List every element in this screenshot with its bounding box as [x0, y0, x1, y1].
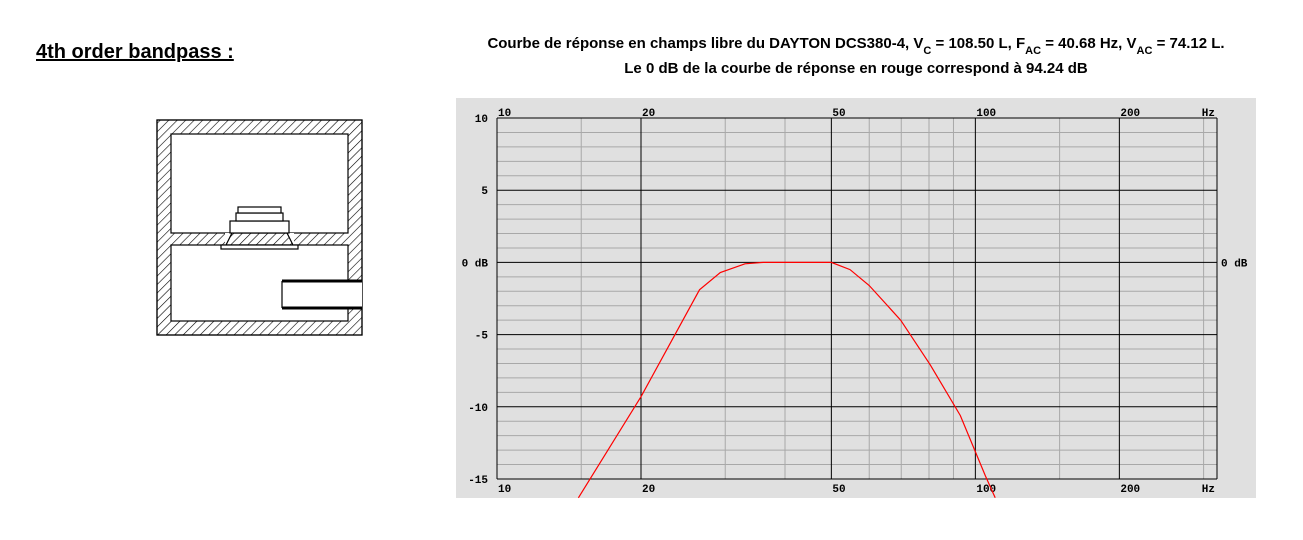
- y-tick-label: -10: [468, 403, 488, 415]
- x-tick-label-top: 100: [976, 108, 996, 120]
- y-tick-label: 10: [475, 114, 488, 126]
- chart-background: [456, 98, 1256, 498]
- title-part: = 74.12 L.: [1152, 35, 1224, 52]
- x-unit-bottom: Hz: [1202, 484, 1215, 496]
- enclosure-diagram: [156, 119, 363, 336]
- x-tick-label-top: 50: [832, 108, 845, 120]
- x-tick-label-bottom: 10: [498, 484, 511, 496]
- heading: 4th order bandpass :: [36, 41, 234, 63]
- x-unit-top: Hz: [1202, 108, 1215, 120]
- title-part: Courbe de réponse en champs libre du DAY…: [487, 35, 923, 52]
- x-tick-label-bottom: 50: [832, 484, 845, 496]
- x-tick-label-bottom: 100: [976, 484, 996, 496]
- y-tick-label-right: 0 dB: [1221, 258, 1248, 270]
- y-tick-label: 0 dB: [462, 258, 489, 270]
- title-part: C: [923, 45, 931, 57]
- title-part: AC: [1025, 45, 1041, 57]
- y-tick-label: -15: [468, 475, 488, 487]
- chart-title: Courbe de réponse en champs libre du DAY…: [487, 35, 1224, 57]
- y-tick-label: 5: [481, 186, 488, 198]
- y-tick-label: -5: [475, 331, 489, 343]
- title-part: AC: [1137, 45, 1153, 57]
- response-curve: [577, 261, 996, 499]
- x-tick-label-top: 20: [642, 108, 655, 120]
- x-tick-label-top: 10: [498, 108, 511, 120]
- title-part: = 108.50 L, F: [931, 35, 1025, 52]
- chart-subtitle: Le 0 dB de la courbe de réponse en rouge…: [624, 60, 1088, 77]
- title-part: = 40.68 Hz, V: [1041, 35, 1136, 52]
- x-tick-label-bottom: 200: [1120, 484, 1140, 496]
- x-tick-label-bottom: 20: [642, 484, 655, 496]
- plot: -15 -10 -5 0 dB 0 dB 5 10 10 10 20 20 50 50 100 100 200…: [462, 108, 1248, 499]
- x-tick-label-top: 200: [1120, 108, 1140, 120]
